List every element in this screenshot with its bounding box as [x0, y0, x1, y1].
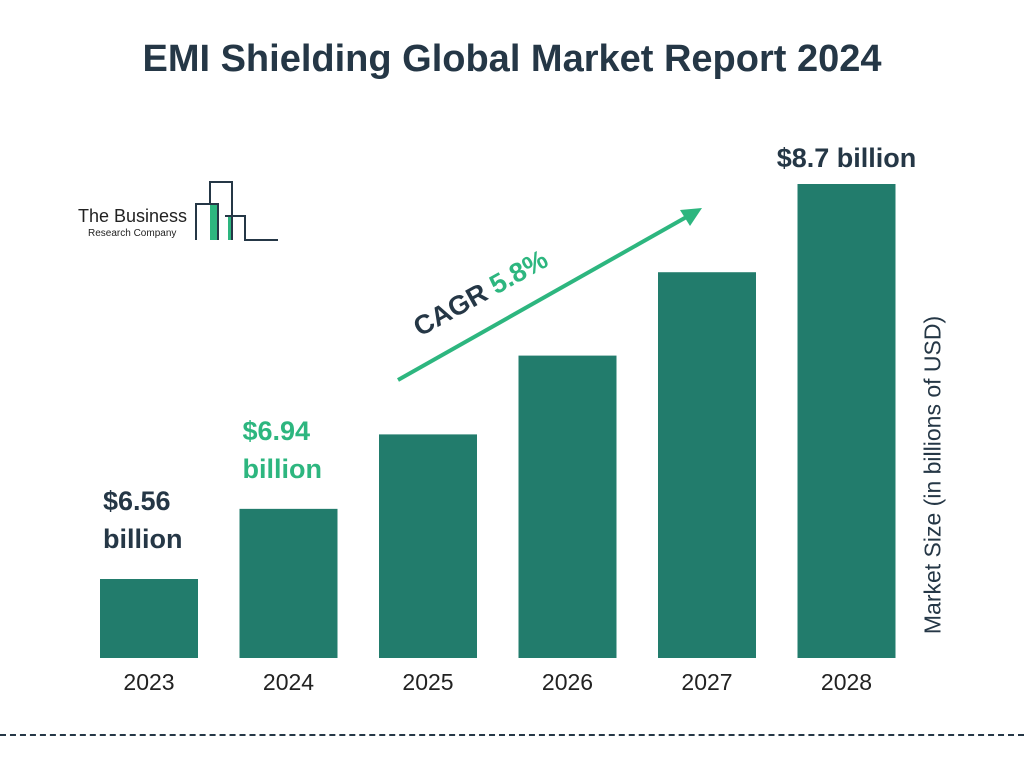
cagr-arrow: [397, 213, 691, 382]
logo-mark: The Business Research Company: [78, 181, 278, 241]
cagr-value: 5.8%: [484, 244, 552, 300]
data-label-2023-unit: billion: [103, 524, 182, 554]
data-label-2028: $8.7 billion: [777, 143, 917, 173]
data-label-2024-unit: billion: [243, 454, 322, 484]
data-label-2023: $6.56: [103, 486, 171, 516]
bar-2026: [518, 355, 617, 658]
bar-2024: [239, 508, 338, 658]
logo-line2: Research Company: [88, 228, 176, 239]
x-tick-2024: 2024: [263, 669, 314, 695]
x-tick-2023: 2023: [123, 669, 174, 695]
x-tick-2028: 2028: [821, 669, 872, 695]
bar-2025: [379, 434, 477, 658]
x-tick-2025: 2025: [402, 669, 453, 695]
chart-title: EMI Shielding Global Market Report 2024: [142, 38, 882, 80]
logo-line1: The Business: [78, 206, 187, 226]
x-tick-2027: 2027: [681, 669, 732, 695]
bar-2027: [658, 272, 756, 658]
data-label-2024: $6.94: [243, 416, 311, 446]
x-tick-2026: 2026: [542, 669, 593, 695]
cagr-label: CAGR 5.8%: [408, 244, 552, 342]
bar-2028: [797, 184, 896, 658]
y-axis-label: Market Size (in billions of USD): [919, 315, 946, 635]
divider: [0, 734, 1024, 736]
company-logo: The Business Research Company: [78, 180, 283, 250]
bar-2023: [100, 579, 198, 658]
cagr-arrowhead: [680, 208, 702, 226]
